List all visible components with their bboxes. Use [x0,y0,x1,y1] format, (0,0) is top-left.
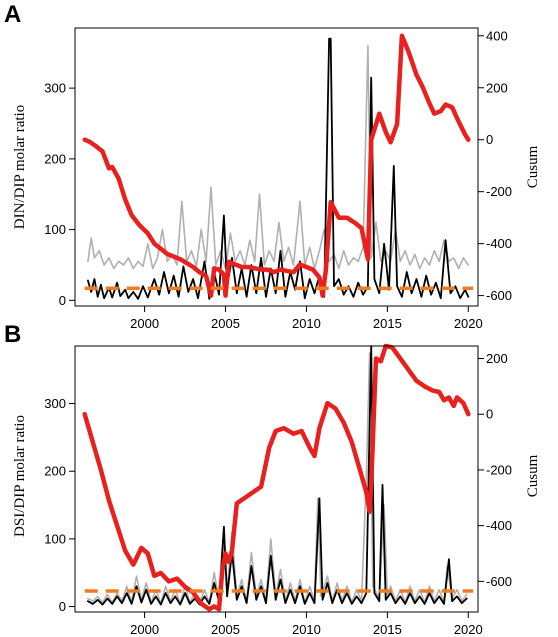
panel-b-series-cusum [82,343,471,612]
panel-b-y2-tick-label: 0 [486,407,493,422]
panel-a-x-tick-label: 2000 [130,316,159,331]
panel-b-y2-tick-label: -200 [486,462,512,477]
panel-b-y2-axis-title: Cusum [525,454,541,497]
panel-a-y2-tick-label: 200 [486,80,508,95]
panel-a-plot-frame [74,27,479,307]
panel-a-y-tick-label: 0 [59,293,66,308]
panel-a-plot: 2000 2005 2010 2015 20200100200300-600-400-2… [44,27,512,331]
panel-a-x-tick-label: 2010 [292,316,321,331]
panel-b-y-tick-label: 200 [44,464,66,479]
panel-b-x-tick-label: 2020 [454,622,483,637]
panel-b-x-tick-label: 2010 [292,622,321,637]
panel-b-series-ratio-grey [87,352,468,604]
panel-b-plot: 2000 2005 2010 2015 20200100200300-600-400-2… [44,343,512,637]
panel-b-y-tick-label: 100 [44,531,66,546]
panel-a-x-tick-label: 2005 [211,316,240,331]
panel-a-y2-axis-title: Cusum [525,145,541,188]
panel-a: A DIN/DIP molar ratio Cusum 2000 2005 2010… [4,1,541,331]
panel-b-y-tick-label: 0 [59,599,66,614]
panel-b-plot-frame [74,345,479,613]
panel-b-x-tick-label: 2015 [373,622,402,637]
panel-b-x-tick-label: 2005 [211,622,240,637]
panel-a-x-tick-label: 2015 [373,316,402,331]
panel-b-y2-tick-label: -400 [486,518,512,533]
panel-a-y2-tick-label: 0 [486,132,493,147]
panel-a-series-cusum [82,33,471,298]
panel-b-y-tick-label: 300 [44,396,66,411]
panel-a-y2-tick-label: -600 [486,288,512,303]
panel-a-y2-tick-label: -400 [486,236,512,251]
panel-a-y2-tick-label: -200 [486,184,512,199]
panel-a-y-tick-label: 100 [44,222,66,237]
panel-b-series-ratio-black [87,345,468,606]
panel-b-y2-tick-label: 200 [486,351,508,366]
panel-a-y2-tick-label: 400 [486,28,508,43]
panel-a-series-ratio-grey [87,44,470,270]
panel-b-y2-tick-label: -600 [486,574,512,589]
panel-a-y-axis-title: DIN/DIP molar ratio [12,105,28,229]
panel-a-letter: A [4,1,21,28]
panel-b-letter: B [4,321,21,348]
panel-b-y-axis-title: DSI/DIP molar ratio [12,415,28,537]
panel-a-y-tick-label: 300 [44,81,66,96]
panel-a-y-tick-label: 200 [44,151,66,166]
panel-b-x-tick-label: 2000 [130,622,159,637]
panel-a-x-tick-label: 2020 [454,316,483,331]
panel-b: B DSI/DIP molar ratio Cusum 2000 2005 2010… [4,321,541,637]
